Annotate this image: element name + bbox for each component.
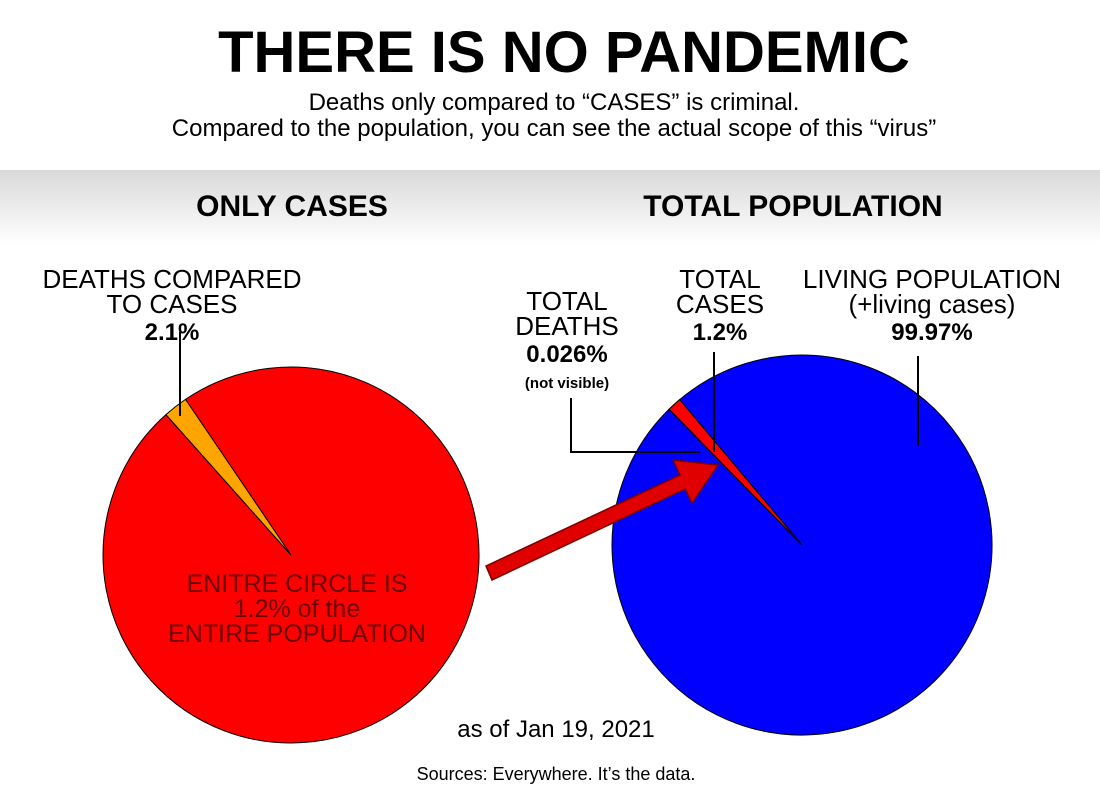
header-band	[0, 170, 1100, 245]
annotation: ENTIRE POPULATION	[168, 620, 426, 648]
value-label: 2.1%	[145, 319, 200, 346]
pie-slice	[668, 408, 803, 546]
chart-title: TOTAL POPULATION	[643, 190, 942, 223]
source: Sources: Everywhere. It’s the data.	[417, 764, 696, 784]
slice-label: DEATHS COMPARED	[42, 264, 301, 294]
title: THERE IS NO PANDEMIC	[218, 20, 910, 85]
slice-label: TOTAL	[679, 264, 760, 294]
slice-label: CASES	[676, 289, 764, 319]
pies	[102, 354, 993, 744]
leader-lines	[179, 332, 919, 453]
subtitle: Deaths only compared to “CASES” is crimi…	[309, 89, 800, 116]
slice-label: TOTAL	[526, 286, 607, 316]
value-label: 99.97%	[891, 319, 972, 346]
slice-note: (not visible)	[525, 375, 609, 392]
leader-line	[570, 398, 700, 453]
slice-label: TO CASES	[106, 289, 237, 319]
subtitle: Compared to the population, you can see …	[172, 115, 936, 142]
date: as of Jan 19, 2021	[457, 716, 654, 743]
slice-label: DEATHS	[515, 311, 619, 341]
arrow	[485, 459, 720, 582]
value-label: 1.2%	[693, 319, 748, 346]
value-label: 0.026%	[526, 341, 607, 368]
annotation: 1.2% of the	[234, 595, 360, 623]
annotation: ENITRE CIRCLE IS	[187, 570, 408, 598]
chart-title: ONLY CASES	[196, 190, 388, 223]
slice-label: LIVING POPULATION	[803, 264, 1061, 294]
slice-label: (+living cases)	[849, 289, 1016, 319]
pie-slice	[165, 398, 292, 556]
